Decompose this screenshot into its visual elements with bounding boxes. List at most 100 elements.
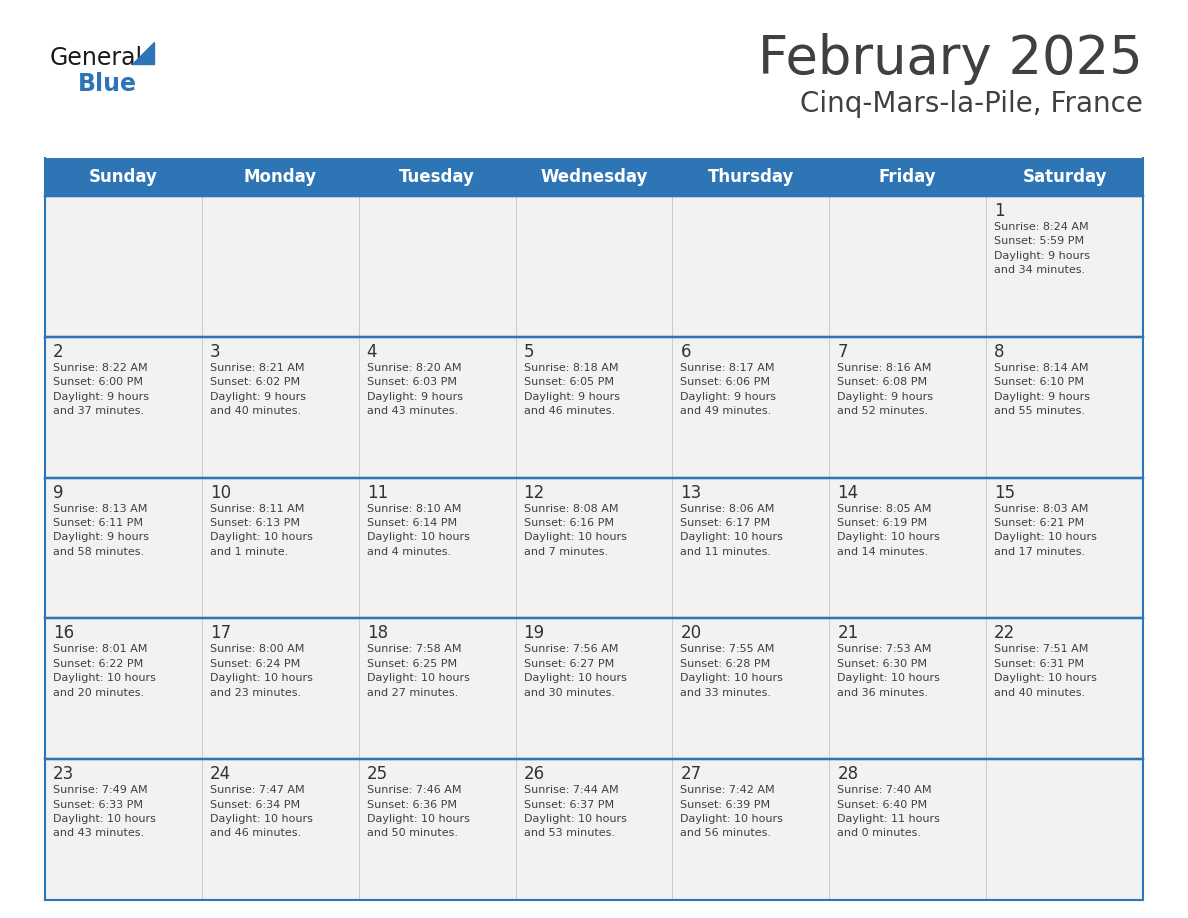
Text: 22: 22 — [994, 624, 1016, 643]
Bar — [829, 619, 986, 759]
Text: Sunrise: 8:16 AM
Sunset: 6:08 PM
Daylight: 9 hours
and 52 minutes.: Sunrise: 8:16 AM Sunset: 6:08 PM Dayligh… — [838, 363, 934, 416]
Text: Sunrise: 8:24 AM
Sunset: 5:59 PM
Daylight: 9 hours
and 34 minutes.: Sunrise: 8:24 AM Sunset: 5:59 PM Dayligh… — [994, 222, 1091, 275]
Text: Sunrise: 7:44 AM
Sunset: 6:37 PM
Daylight: 10 hours
and 53 minutes.: Sunrise: 7:44 AM Sunset: 6:37 PM Dayligh… — [524, 785, 626, 838]
Bar — [672, 337, 829, 477]
Bar — [202, 477, 359, 619]
Bar — [986, 759, 1143, 900]
Text: 23: 23 — [53, 766, 74, 783]
Text: Sunrise: 8:21 AM
Sunset: 6:02 PM
Daylight: 9 hours
and 40 minutes.: Sunrise: 8:21 AM Sunset: 6:02 PM Dayligh… — [210, 363, 305, 416]
Text: 27: 27 — [681, 766, 702, 783]
Polygon shape — [132, 42, 154, 64]
Text: Cinq-Mars-la-Pile, France: Cinq-Mars-la-Pile, France — [801, 90, 1143, 118]
Text: Sunrise: 8:00 AM
Sunset: 6:24 PM
Daylight: 10 hours
and 23 minutes.: Sunrise: 8:00 AM Sunset: 6:24 PM Dayligh… — [210, 644, 312, 698]
Bar — [672, 759, 829, 900]
Text: 20: 20 — [681, 624, 702, 643]
Bar — [829, 337, 986, 477]
Bar — [359, 619, 516, 759]
Bar — [986, 619, 1143, 759]
Text: 8: 8 — [994, 342, 1005, 361]
Text: 28: 28 — [838, 766, 859, 783]
Bar — [45, 759, 202, 900]
Bar — [45, 619, 202, 759]
Text: Sunrise: 8:10 AM
Sunset: 6:14 PM
Daylight: 10 hours
and 4 minutes.: Sunrise: 8:10 AM Sunset: 6:14 PM Dayligh… — [367, 504, 469, 557]
Bar — [359, 759, 516, 900]
Text: Sunrise: 7:51 AM
Sunset: 6:31 PM
Daylight: 10 hours
and 40 minutes.: Sunrise: 7:51 AM Sunset: 6:31 PM Dayligh… — [994, 644, 1097, 698]
Text: 16: 16 — [53, 624, 74, 643]
Text: Sunrise: 8:13 AM
Sunset: 6:11 PM
Daylight: 9 hours
and 58 minutes.: Sunrise: 8:13 AM Sunset: 6:11 PM Dayligh… — [53, 504, 148, 557]
Text: 13: 13 — [681, 484, 702, 501]
Bar — [359, 196, 516, 337]
Text: 14: 14 — [838, 484, 859, 501]
Text: 1: 1 — [994, 202, 1005, 220]
Text: Sunrise: 8:03 AM
Sunset: 6:21 PM
Daylight: 10 hours
and 17 minutes.: Sunrise: 8:03 AM Sunset: 6:21 PM Dayligh… — [994, 504, 1097, 557]
Bar — [516, 477, 672, 619]
Text: 6: 6 — [681, 342, 691, 361]
Bar — [359, 337, 516, 477]
Text: 21: 21 — [838, 624, 859, 643]
Bar — [45, 337, 202, 477]
Bar — [202, 759, 359, 900]
Text: Sunrise: 7:55 AM
Sunset: 6:28 PM
Daylight: 10 hours
and 33 minutes.: Sunrise: 7:55 AM Sunset: 6:28 PM Dayligh… — [681, 644, 783, 698]
Text: Sunrise: 8:11 AM
Sunset: 6:13 PM
Daylight: 10 hours
and 1 minute.: Sunrise: 8:11 AM Sunset: 6:13 PM Dayligh… — [210, 504, 312, 557]
Text: 5: 5 — [524, 342, 535, 361]
Bar — [202, 619, 359, 759]
Text: Sunrise: 8:17 AM
Sunset: 6:06 PM
Daylight: 9 hours
and 49 minutes.: Sunrise: 8:17 AM Sunset: 6:06 PM Dayligh… — [681, 363, 777, 416]
Text: 2: 2 — [53, 342, 64, 361]
Bar — [986, 477, 1143, 619]
Text: February 2025: February 2025 — [758, 33, 1143, 85]
Text: 11: 11 — [367, 484, 388, 501]
Text: Sunrise: 7:42 AM
Sunset: 6:39 PM
Daylight: 10 hours
and 56 minutes.: Sunrise: 7:42 AM Sunset: 6:39 PM Dayligh… — [681, 785, 783, 838]
Text: Sunrise: 8:18 AM
Sunset: 6:05 PM
Daylight: 9 hours
and 46 minutes.: Sunrise: 8:18 AM Sunset: 6:05 PM Dayligh… — [524, 363, 620, 416]
Text: Sunrise: 8:08 AM
Sunset: 6:16 PM
Daylight: 10 hours
and 7 minutes.: Sunrise: 8:08 AM Sunset: 6:16 PM Dayligh… — [524, 504, 626, 557]
Text: Sunrise: 8:14 AM
Sunset: 6:10 PM
Daylight: 9 hours
and 55 minutes.: Sunrise: 8:14 AM Sunset: 6:10 PM Dayligh… — [994, 363, 1091, 416]
Text: 26: 26 — [524, 766, 544, 783]
Text: 4: 4 — [367, 342, 378, 361]
Text: 18: 18 — [367, 624, 387, 643]
Bar — [829, 759, 986, 900]
Bar — [516, 619, 672, 759]
Text: 19: 19 — [524, 624, 544, 643]
Text: Sunrise: 8:01 AM
Sunset: 6:22 PM
Daylight: 10 hours
and 20 minutes.: Sunrise: 8:01 AM Sunset: 6:22 PM Dayligh… — [53, 644, 156, 698]
Bar — [986, 196, 1143, 337]
Bar — [829, 196, 986, 337]
Text: Tuesday: Tuesday — [399, 168, 475, 186]
Bar — [672, 196, 829, 337]
Text: Sunrise: 8:06 AM
Sunset: 6:17 PM
Daylight: 10 hours
and 11 minutes.: Sunrise: 8:06 AM Sunset: 6:17 PM Dayligh… — [681, 504, 783, 557]
Bar — [45, 477, 202, 619]
Text: 10: 10 — [210, 484, 230, 501]
Text: Sunrise: 8:05 AM
Sunset: 6:19 PM
Daylight: 10 hours
and 14 minutes.: Sunrise: 8:05 AM Sunset: 6:19 PM Dayligh… — [838, 504, 940, 557]
Text: Wednesday: Wednesday — [541, 168, 647, 186]
Text: 15: 15 — [994, 484, 1016, 501]
Text: 3: 3 — [210, 342, 221, 361]
Text: 9: 9 — [53, 484, 63, 501]
Text: Sunrise: 7:58 AM
Sunset: 6:25 PM
Daylight: 10 hours
and 27 minutes.: Sunrise: 7:58 AM Sunset: 6:25 PM Dayligh… — [367, 644, 469, 698]
Bar — [359, 477, 516, 619]
Text: 7: 7 — [838, 342, 848, 361]
Text: 25: 25 — [367, 766, 387, 783]
Text: Saturday: Saturday — [1023, 168, 1107, 186]
Text: Sunrise: 8:20 AM
Sunset: 6:03 PM
Daylight: 9 hours
and 43 minutes.: Sunrise: 8:20 AM Sunset: 6:03 PM Dayligh… — [367, 363, 462, 416]
Bar — [672, 619, 829, 759]
Bar — [986, 337, 1143, 477]
Text: Sunrise: 7:40 AM
Sunset: 6:40 PM
Daylight: 11 hours
and 0 minutes.: Sunrise: 7:40 AM Sunset: 6:40 PM Dayligh… — [838, 785, 940, 838]
Bar — [829, 477, 986, 619]
Text: Sunrise: 8:22 AM
Sunset: 6:00 PM
Daylight: 9 hours
and 37 minutes.: Sunrise: 8:22 AM Sunset: 6:00 PM Dayligh… — [53, 363, 148, 416]
Text: Sunday: Sunday — [89, 168, 158, 186]
Text: Sunrise: 7:56 AM
Sunset: 6:27 PM
Daylight: 10 hours
and 30 minutes.: Sunrise: 7:56 AM Sunset: 6:27 PM Dayligh… — [524, 644, 626, 698]
Text: General: General — [50, 46, 143, 70]
Bar — [45, 158, 1143, 196]
Text: Thursday: Thursday — [708, 168, 794, 186]
Bar — [202, 196, 359, 337]
Text: Sunrise: 7:47 AM
Sunset: 6:34 PM
Daylight: 10 hours
and 46 minutes.: Sunrise: 7:47 AM Sunset: 6:34 PM Dayligh… — [210, 785, 312, 838]
Text: 24: 24 — [210, 766, 230, 783]
Text: 17: 17 — [210, 624, 230, 643]
Text: Sunrise: 7:49 AM
Sunset: 6:33 PM
Daylight: 10 hours
and 43 minutes.: Sunrise: 7:49 AM Sunset: 6:33 PM Dayligh… — [53, 785, 156, 838]
Bar — [516, 337, 672, 477]
Bar — [45, 196, 202, 337]
Text: Sunrise: 7:46 AM
Sunset: 6:36 PM
Daylight: 10 hours
and 50 minutes.: Sunrise: 7:46 AM Sunset: 6:36 PM Dayligh… — [367, 785, 469, 838]
Bar — [202, 337, 359, 477]
Text: Friday: Friday — [879, 168, 936, 186]
Bar — [516, 759, 672, 900]
Bar — [516, 196, 672, 337]
Text: Blue: Blue — [78, 72, 137, 96]
